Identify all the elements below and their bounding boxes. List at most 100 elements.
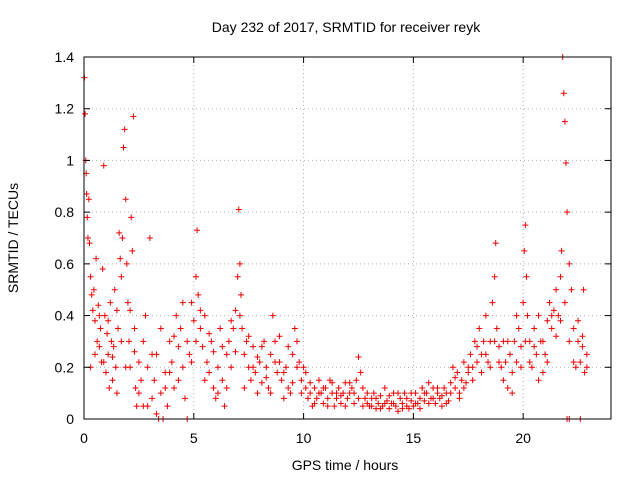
data-point xyxy=(285,384,292,391)
data-point xyxy=(307,390,314,397)
data-point xyxy=(419,384,426,391)
data-point xyxy=(234,273,241,280)
y-tick-label: 1.4 xyxy=(55,49,75,65)
data-point xyxy=(221,403,228,410)
data-point xyxy=(236,260,243,267)
data-point xyxy=(307,379,314,386)
data-point xyxy=(171,333,178,340)
data-point xyxy=(557,317,564,324)
data-point xyxy=(171,384,178,391)
data-point xyxy=(533,351,540,358)
data-point xyxy=(434,384,441,391)
data-point xyxy=(118,273,125,280)
data-point xyxy=(513,312,520,319)
data-point xyxy=(157,325,164,332)
data-point xyxy=(144,364,151,371)
data-point xyxy=(285,343,292,350)
data-point xyxy=(267,351,274,358)
data-point xyxy=(583,351,590,358)
data-point xyxy=(500,377,507,384)
data-point xyxy=(289,351,296,358)
data-point xyxy=(93,255,100,262)
data-point xyxy=(126,338,133,345)
data-point xyxy=(355,395,362,402)
data-point xyxy=(102,369,109,376)
data-point xyxy=(278,377,285,384)
data-point xyxy=(263,374,270,381)
data-point xyxy=(362,395,369,402)
data-point xyxy=(517,364,524,371)
data-point xyxy=(485,359,492,366)
y-tick-label: 0 xyxy=(66,411,74,427)
data-point xyxy=(197,325,204,332)
data-point xyxy=(108,338,115,345)
data-point xyxy=(517,343,524,350)
data-point xyxy=(175,343,182,350)
data-point xyxy=(491,338,498,345)
data-point xyxy=(228,317,235,324)
data-point xyxy=(458,377,465,384)
data-point xyxy=(201,312,208,319)
data-point xyxy=(513,359,520,366)
data-point xyxy=(535,377,542,384)
data-point xyxy=(401,390,408,397)
data-point xyxy=(335,384,342,391)
data-point xyxy=(96,312,103,319)
data-point xyxy=(399,400,406,407)
data-point xyxy=(465,369,472,376)
data-point xyxy=(359,384,366,391)
data-point xyxy=(232,348,239,355)
data-point xyxy=(482,312,489,319)
data-point xyxy=(553,333,560,340)
data-point xyxy=(364,390,371,397)
data-point xyxy=(562,160,569,167)
y-tick-label: 1.2 xyxy=(55,101,75,117)
data-point xyxy=(276,333,283,340)
data-point xyxy=(223,384,230,391)
data-point xyxy=(113,390,120,397)
data-point xyxy=(471,338,478,345)
data-point xyxy=(197,307,204,314)
data-point xyxy=(416,405,423,412)
y-axis-label: SRMTID / TECUs xyxy=(5,183,21,293)
data-point xyxy=(100,162,107,169)
data-point xyxy=(489,299,496,306)
data-point xyxy=(124,299,131,306)
data-point xyxy=(555,312,562,319)
data-point xyxy=(353,377,360,384)
data-point xyxy=(377,392,384,399)
data-point xyxy=(283,364,290,371)
data-point xyxy=(474,359,481,366)
data-point xyxy=(140,403,147,410)
data-point xyxy=(434,390,441,397)
data-point xyxy=(252,369,259,376)
data-point xyxy=(359,403,366,410)
data-point xyxy=(186,351,193,358)
data-point xyxy=(298,377,305,384)
data-point xyxy=(390,400,397,407)
data-point xyxy=(131,348,138,355)
data-point xyxy=(351,400,358,407)
data-point xyxy=(550,307,557,314)
data-point xyxy=(219,343,226,350)
data-point xyxy=(293,338,300,345)
data-point xyxy=(192,273,199,280)
data-point xyxy=(88,291,95,298)
data-point xyxy=(192,338,199,345)
data-point xyxy=(153,351,160,358)
data-points xyxy=(81,54,590,422)
data-point xyxy=(254,353,261,360)
data-point xyxy=(219,377,226,384)
data-point xyxy=(89,307,96,314)
data-point xyxy=(438,392,445,399)
data-point xyxy=(531,325,538,332)
data-point xyxy=(504,338,511,345)
data-point xyxy=(493,325,500,332)
data-point xyxy=(544,317,551,324)
data-point xyxy=(408,397,415,404)
data-point xyxy=(199,343,206,350)
data-point xyxy=(111,286,118,293)
data-point xyxy=(580,286,587,293)
data-point xyxy=(430,395,437,402)
data-point xyxy=(239,325,246,332)
